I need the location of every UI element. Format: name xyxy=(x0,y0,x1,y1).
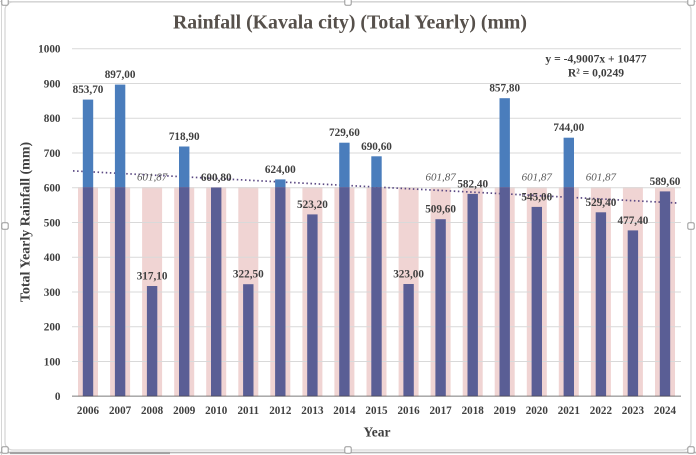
svg-text:800: 800 xyxy=(44,113,61,125)
svg-text:477,40: 477,40 xyxy=(618,215,649,227)
svg-text:100: 100 xyxy=(44,356,61,368)
svg-text:624,00: 624,00 xyxy=(265,164,296,176)
svg-text:2024: 2024 xyxy=(654,405,677,417)
svg-text:2023: 2023 xyxy=(622,405,645,417)
svg-text:509,60: 509,60 xyxy=(425,204,456,216)
svg-text:2022: 2022 xyxy=(590,405,613,417)
svg-text:323,00: 323,00 xyxy=(393,269,424,281)
svg-text:500: 500 xyxy=(44,217,61,229)
svg-text:Rainfall (Kavala city) (Total: Rainfall (Kavala city) (Total Yearly) (m… xyxy=(173,12,527,34)
svg-text:2017: 2017 xyxy=(430,405,453,417)
svg-text:2018: 2018 xyxy=(462,405,485,417)
svg-text:523,20: 523,20 xyxy=(297,199,328,211)
svg-text:2013: 2013 xyxy=(301,405,324,417)
svg-text:582,40: 582,40 xyxy=(457,178,488,190)
svg-text:2021: 2021 xyxy=(558,405,580,417)
svg-text:2010: 2010 xyxy=(205,405,228,417)
svg-text:1000: 1000 xyxy=(38,44,61,56)
svg-text:853,70: 853,70 xyxy=(73,84,104,96)
svg-text:700: 700 xyxy=(44,148,61,160)
svg-text:900: 900 xyxy=(44,78,61,90)
svg-text:y = -4,9007x + 10477: y = -4,9007x + 10477 xyxy=(545,53,646,66)
svg-text:2011: 2011 xyxy=(238,405,260,417)
svg-text:2008: 2008 xyxy=(141,405,164,417)
svg-text:2012: 2012 xyxy=(269,405,292,417)
svg-text:0: 0 xyxy=(55,391,61,403)
svg-text:2009: 2009 xyxy=(173,405,196,417)
svg-text:718,90: 718,90 xyxy=(169,131,200,143)
svg-text:600: 600 xyxy=(44,183,61,195)
svg-text:2006: 2006 xyxy=(77,405,100,417)
svg-text:601,87: 601,87 xyxy=(522,171,553,183)
svg-text:545,00: 545,00 xyxy=(521,191,552,203)
svg-text:Total Yearly Rainfall (mm): Total Yearly Rainfall (mm) xyxy=(19,141,34,302)
svg-text:200: 200 xyxy=(44,322,61,334)
svg-text:601,87: 601,87 xyxy=(137,171,168,183)
svg-text:729,60: 729,60 xyxy=(329,127,360,139)
svg-text:857,80: 857,80 xyxy=(489,83,520,95)
svg-text:529,40: 529,40 xyxy=(586,197,617,209)
svg-text:2020: 2020 xyxy=(526,405,549,417)
svg-text:2019: 2019 xyxy=(494,405,517,417)
svg-text:322,50: 322,50 xyxy=(233,269,264,281)
svg-text:2016: 2016 xyxy=(398,405,421,417)
svg-text:2014: 2014 xyxy=(333,405,356,417)
svg-text:744,00: 744,00 xyxy=(553,122,584,134)
svg-text:601,87: 601,87 xyxy=(425,171,456,183)
svg-text:2007: 2007 xyxy=(109,405,132,417)
svg-text:600,80: 600,80 xyxy=(201,172,232,184)
svg-text:R² = 0,0249: R² = 0,0249 xyxy=(568,67,624,80)
svg-text:300: 300 xyxy=(44,287,61,299)
svg-text:Year: Year xyxy=(364,425,391,440)
svg-text:897,00: 897,00 xyxy=(105,69,136,81)
svg-text:601,87: 601,87 xyxy=(586,171,617,183)
svg-text:317,10: 317,10 xyxy=(137,271,168,283)
svg-text:2015: 2015 xyxy=(365,405,388,417)
svg-text:690,60: 690,60 xyxy=(361,141,392,153)
svg-text:400: 400 xyxy=(44,252,61,264)
svg-text:589,60: 589,60 xyxy=(650,176,681,188)
